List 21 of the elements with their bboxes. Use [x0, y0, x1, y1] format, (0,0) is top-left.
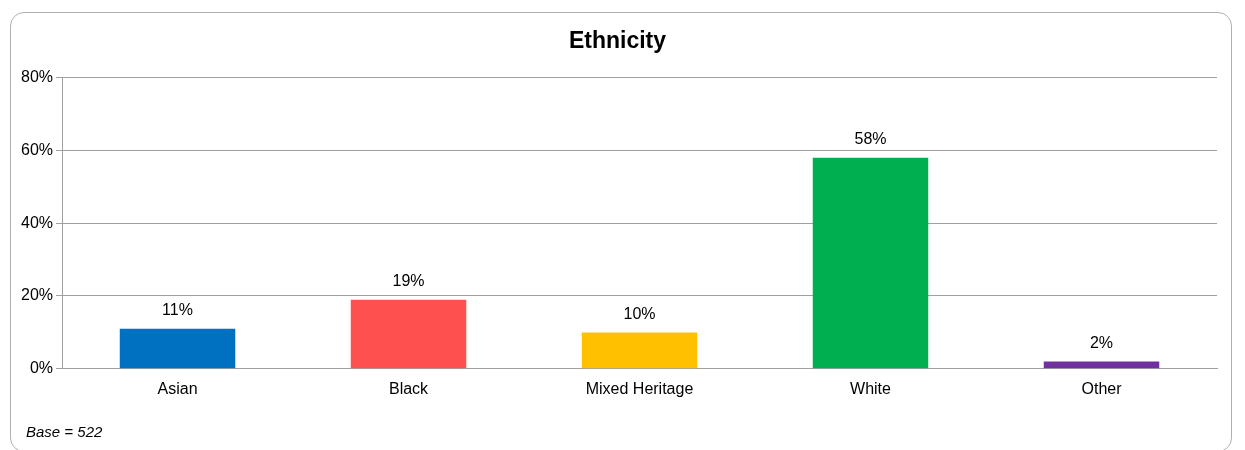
y-tick-label: 0%: [29, 359, 54, 377]
data-label: 2%: [1089, 333, 1114, 351]
y-tick-label: 40%: [20, 213, 54, 231]
data-label: 11%: [162, 301, 193, 319]
bar: [119, 328, 236, 369]
bar: [350, 299, 467, 369]
bar: [581, 332, 698, 369]
text: Base = 522: [26, 422, 103, 440]
x-tick-label: Other: [1081, 379, 1123, 397]
bar: [812, 157, 929, 369]
x-tick-label: White: [850, 379, 892, 397]
x-tick-label: Mixed Heritage: [585, 379, 694, 397]
y-tick-label: 80%: [20, 68, 54, 86]
x-tick-label: Asian: [157, 379, 198, 397]
data-label: 58%: [854, 130, 887, 148]
chart-title: Ethnicity: [568, 27, 667, 54]
data-label: 19%: [392, 272, 425, 290]
x-tick-label: Black: [388, 379, 430, 397]
y-tick-label: 60%: [20, 140, 54, 158]
y-tick-label: 20%: [20, 286, 54, 304]
data-label: 10%: [623, 304, 656, 322]
